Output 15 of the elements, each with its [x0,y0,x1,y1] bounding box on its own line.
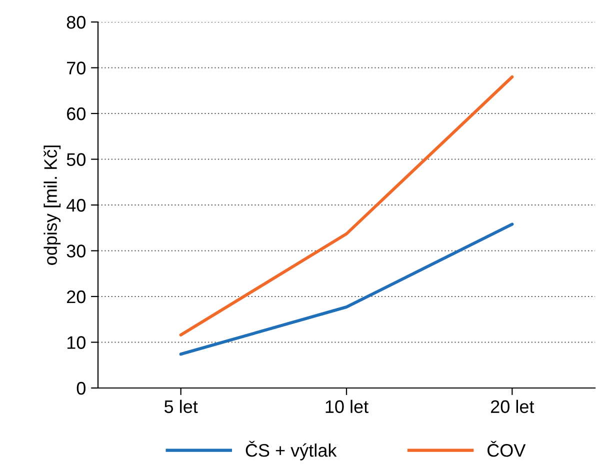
x-tick-label: 5 let [164,400,198,414]
y-tick-label: 50 [66,153,86,166]
y-tick-label: 20 [67,290,86,304]
y-tick-label: 10 [67,336,86,349]
y-axis-title: odpisy [mil. Kč] [44,146,61,265]
legend-label: ČS + výtlak [246,440,337,460]
y-tick-label: 60 [67,107,86,120]
y-tick-label: 70 [67,62,86,74]
y-tick-label: 40 [66,198,86,212]
legend-label: ČOV [488,440,526,457]
x-tick-label: 20 let [490,400,534,414]
y-tick-label: 80 [66,16,86,29]
y-tick-label: 30 [66,244,86,258]
y-tick-label: 0 [76,382,86,395]
x-tick-label: 10 let [326,400,368,414]
